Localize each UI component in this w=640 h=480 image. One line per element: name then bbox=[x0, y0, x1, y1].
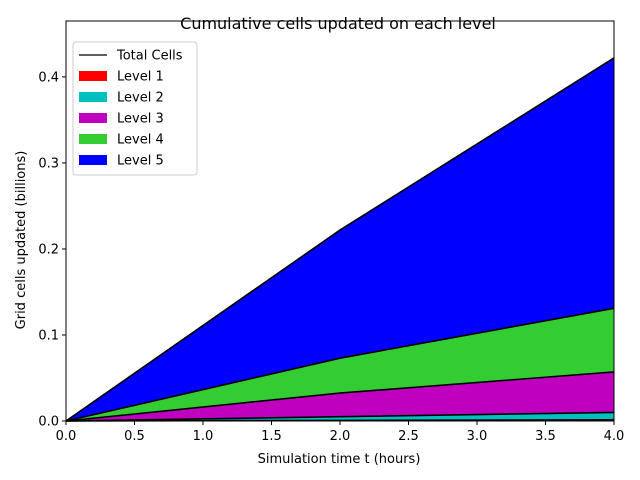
legend-label: Total Cells bbox=[116, 49, 183, 64]
y-tick-label: 0.4 bbox=[38, 70, 59, 85]
x-axis-ticks: 0.0 0.5 1.0 1.5 2.0 2.5 3.0 3.5 4.0 bbox=[56, 421, 625, 444]
legend-swatch-level-4 bbox=[79, 134, 107, 144]
legend: Total Cells Level 1 Level 2 Level 3 Level 4 L… bbox=[72, 41, 198, 176]
area-level-3 bbox=[66, 371, 614, 421]
boundary-line-level-3 bbox=[65, 371, 615, 422]
x-tick-label: 2.5 bbox=[398, 429, 419, 444]
y-tick-label: 0.0 bbox=[38, 415, 59, 430]
y-tick-label: 0.2 bbox=[38, 242, 59, 257]
legend-label: Level 3 bbox=[117, 112, 164, 127]
x-axis-label: Simulation time t (hours) bbox=[258, 452, 421, 467]
area-level-5 bbox=[66, 57, 614, 421]
area-layers bbox=[66, 57, 614, 421]
y-axis-label: Grid cells updated (billions) bbox=[14, 151, 29, 330]
x-tick-label: 1.0 bbox=[193, 429, 214, 444]
x-tick-label: 4.0 bbox=[604, 429, 625, 444]
area-level-4 bbox=[66, 308, 614, 421]
boundary-line-level-2 bbox=[65, 411, 615, 422]
y-tick-label: 0.1 bbox=[38, 328, 59, 343]
y-tick-label: 0.3 bbox=[38, 156, 59, 171]
x-tick-label: 1.5 bbox=[261, 429, 282, 444]
legend-swatch-level-3 bbox=[79, 113, 107, 123]
x-tick-label: 0.5 bbox=[124, 429, 145, 444]
boundary-line-level-4 bbox=[65, 307, 615, 422]
x-tick-label: 2.0 bbox=[330, 429, 351, 444]
boundary-lines bbox=[65, 57, 615, 422]
total-cells-line bbox=[65, 57, 615, 422]
legend-swatch-level-1 bbox=[79, 71, 107, 81]
legend-label: Level 4 bbox=[117, 133, 164, 148]
legend-swatch-level-2 bbox=[79, 92, 107, 102]
x-tick-label: 3.0 bbox=[467, 429, 488, 444]
legend-label: Level 1 bbox=[117, 70, 164, 85]
chart-title: Cumulative cells updated on each level bbox=[180, 14, 496, 33]
legend-label: Level 5 bbox=[117, 154, 164, 169]
x-tick-label: 0.0 bbox=[56, 429, 77, 444]
x-tick-label: 3.5 bbox=[535, 429, 556, 444]
legend-label: Level 2 bbox=[117, 91, 164, 106]
y-axis-ticks: 0.0 0.1 0.2 0.3 0.4 bbox=[38, 70, 66, 430]
legend-swatch-level-5 bbox=[79, 155, 107, 165]
